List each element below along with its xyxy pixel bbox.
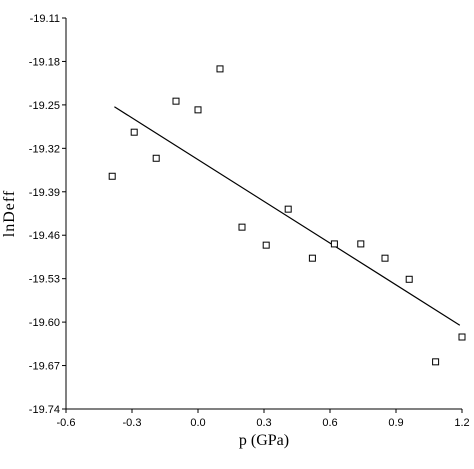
- y-tick-label: -19.39: [29, 187, 60, 199]
- data-point-marker: [152, 154, 160, 162]
- y-tick-label: -19.67: [29, 361, 60, 373]
- data-point-marker: [432, 358, 440, 366]
- y-tick-label: -19.11: [30, 13, 60, 25]
- y-tick-label: -19.32: [29, 143, 60, 155]
- data-point-marker: [172, 97, 180, 105]
- x-tick-label: 1.2: [454, 417, 469, 429]
- regression-line: [114, 106, 461, 326]
- x-ticks: -0.6 -0.3 0.0 0.3 0.6 0.9 1.2: [57, 409, 470, 429]
- y-tick-label: -19.60: [29, 317, 60, 329]
- x-tick-label: 0.6: [322, 417, 337, 429]
- data-point-marker: [130, 128, 138, 136]
- y-tick-label: -19.18: [29, 56, 60, 68]
- data-point-marker: [458, 333, 466, 341]
- x-tick-label: 0.0: [190, 417, 205, 429]
- x-tick-label: -0.6: [57, 417, 76, 429]
- data-point-marker: [405, 275, 413, 283]
- x-tick-label: -0.3: [123, 417, 142, 429]
- data-point-marker: [238, 223, 246, 231]
- y-ticks: -19.11 -19.18 -19.25 -19.32 -19.39 -19.46 -19.…: [29, 13, 66, 416]
- data-point-marker: [357, 240, 365, 248]
- data-point-marker: [308, 254, 316, 262]
- x-tick-label: 0.9: [388, 417, 403, 429]
- x-axis-title: p (GPa): [239, 432, 289, 449]
- y-tick-label: -19.53: [29, 274, 60, 286]
- data-point-marker: [216, 65, 224, 73]
- y-tick-label: -19.46: [29, 230, 60, 242]
- data-point-marker: [262, 241, 270, 249]
- data-points: [108, 65, 466, 366]
- data-point-marker: [284, 205, 292, 213]
- data-point-marker: [381, 254, 389, 262]
- y-tick-label: -19.25: [29, 100, 60, 112]
- axes: [65, 18, 462, 410]
- y-tick-label: -19.74: [29, 404, 60, 416]
- y-axis-title: lnDeff: [1, 190, 18, 237]
- data-point-marker: [108, 172, 116, 180]
- fit-line-group: [114, 106, 461, 326]
- data-point-marker: [194, 106, 202, 114]
- x-tick-label: 0.3: [256, 417, 271, 429]
- data-point-marker: [330, 240, 338, 248]
